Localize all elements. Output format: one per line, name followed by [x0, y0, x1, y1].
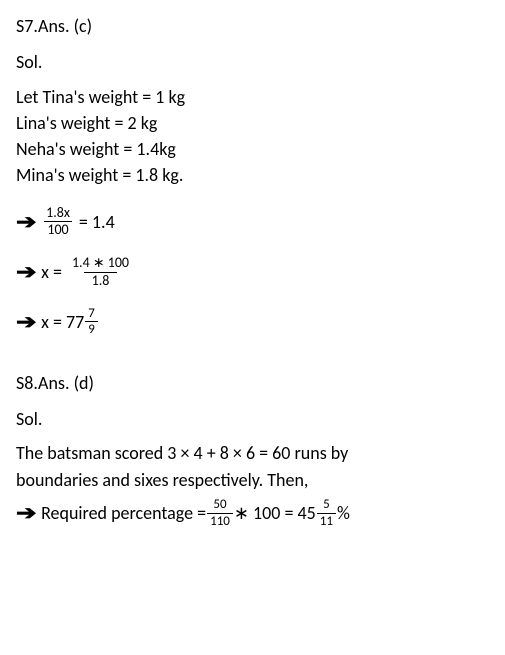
s7-assumption-tina: Let Tina's weight = 1 kg [16, 85, 489, 109]
fraction-numerator: 5 [320, 498, 333, 513]
equation-mid: ∗ 100 = 45 [234, 501, 316, 525]
s8-sol-label: Sol. [16, 407, 489, 431]
s7-assumption-lina: Lina's weight = 2 kg [16, 111, 489, 135]
equation-lhs: x = [41, 260, 62, 284]
s7-answer-header: S7.Ans. (c) [16, 14, 489, 38]
equation-rhs: = 1.4 [79, 210, 115, 234]
equation-lhs: x = 77 [41, 310, 84, 334]
s7-equation-1: ➔ 1.8x 100 = 1.4 [16, 206, 489, 238]
fraction: 5 11 [317, 498, 336, 528]
fraction-denominator: 9 [85, 321, 98, 337]
s8-explanation-line2: boundaries and sixes respectively. Then, [16, 468, 489, 492]
s7-equation-3: ➔ x = 77 7 9 [16, 307, 489, 337]
s7-assumption-neha: Neha's weight = 1.4kg [16, 137, 489, 161]
fraction: 1.4 ∗ 100 1.8 [64, 256, 137, 288]
fraction-denominator: 100 [44, 221, 71, 238]
arrow-icon: ➔ [16, 259, 36, 286]
fraction-numerator: 1.4 ∗ 100 [64, 256, 137, 272]
arrow-icon: ➔ [16, 308, 36, 335]
s8-answer-header: S8.Ans. (d) [16, 371, 489, 395]
equation-lhs: Required percentage = [41, 501, 206, 525]
s8-explanation-line1: The batsman scored 3 × 4 + 8 × 6 = 60 ru… [16, 441, 489, 465]
s7-equation-2: ➔ x = 1.4 ∗ 100 1.8 [16, 256, 489, 288]
arrow-icon: ➔ [16, 500, 36, 527]
fraction: 7 9 [85, 307, 98, 337]
fraction-numerator: 50 [210, 498, 229, 513]
s8-equation: ➔ Required percentage = 50 110 ∗ 100 = 4… [16, 498, 489, 528]
s7-sol-label: Sol. [16, 50, 489, 74]
s7-assumption-mina: Mina's weight = 1.8 kg. [16, 163, 489, 187]
fraction-numerator: 1.8x [43, 206, 73, 222]
fraction-denominator: 110 [207, 513, 233, 529]
fraction-denominator: 1.8 [84, 272, 118, 289]
equation-tail: % [337, 501, 350, 525]
fraction: 50 110 [207, 498, 233, 528]
fraction: 1.8x 100 [43, 206, 73, 238]
fraction-denominator: 11 [317, 513, 336, 529]
arrow-icon: ➔ [16, 209, 36, 236]
fraction-numerator: 7 [85, 307, 98, 322]
